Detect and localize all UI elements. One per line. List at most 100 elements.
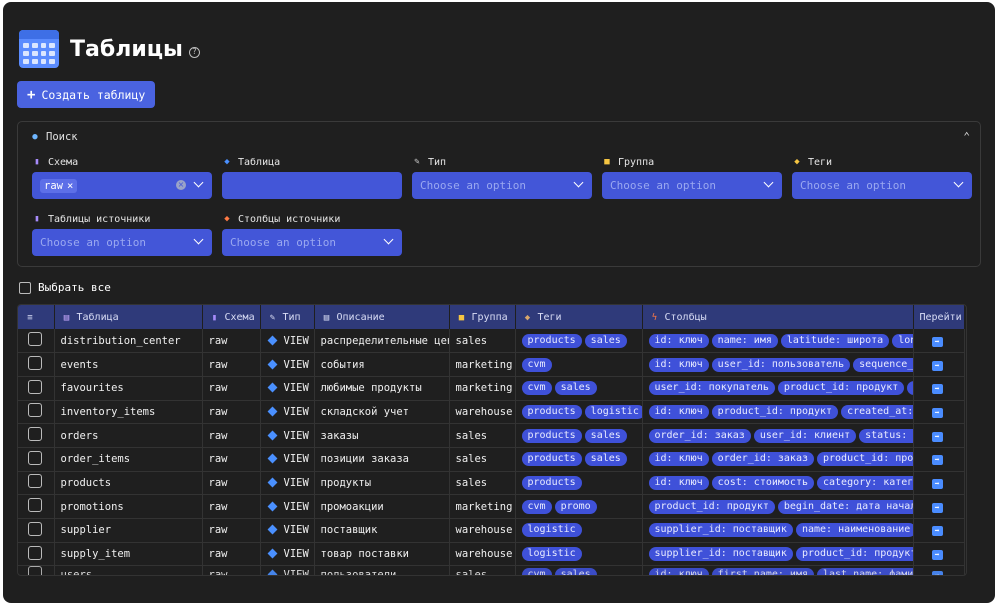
table-row[interactable]: promotions raw VIEW промоакции marketing cvm p… <box>18 494 965 519</box>
column-pill[interactable]: category: категория <box>816 475 912 490</box>
row-checkbox[interactable] <box>28 521 42 536</box>
source-tables-select[interactable]: Choose an option <box>32 229 212 256</box>
tag-pill[interactable]: cvm <box>521 357 552 372</box>
header-description[interactable]: ▤ Описание <box>314 305 450 329</box>
arrow-right-icon[interactable]: ➡ <box>931 502 943 513</box>
table-row[interactable]: order_items raw VIEW позиции заказа sales pro… <box>18 447 965 472</box>
tag-pill[interactable]: logistic <box>521 523 582 538</box>
row-checkbox[interactable] <box>28 356 42 371</box>
clear-icon[interactable]: × <box>176 180 186 190</box>
column-pill[interactable]: name: наименование <box>795 523 912 538</box>
schema-select[interactable]: raw × × <box>32 172 212 199</box>
column-pill[interactable]: last_name: фамилия <box>816 567 912 575</box>
column-pill[interactable]: longitude: долгота <box>892 333 912 348</box>
group-select[interactable]: Choose an option <box>602 172 782 199</box>
arrow-right-icon[interactable]: ➡ <box>931 455 943 466</box>
tag-pill[interactable]: products <box>521 404 582 419</box>
arrow-right-icon[interactable]: ➡ <box>931 570 943 575</box>
tags-select[interactable]: Choose an option <box>792 172 972 199</box>
row-checkbox[interactable] <box>28 332 42 347</box>
arrow-right-icon[interactable]: ➡ <box>931 526 943 537</box>
column-pill[interactable]: supplier_id: поставщик <box>648 547 793 562</box>
tag-pill[interactable]: sales <box>584 428 627 443</box>
column-pill[interactable]: id: ключ <box>648 404 709 419</box>
cell-table-name[interactable]: inventory_items <box>54 400 203 425</box>
table-row[interactable]: events raw VIEW события marketing cvm id: ключ… <box>18 352 965 377</box>
tag-pill[interactable]: products <box>521 333 582 348</box>
tag-pill[interactable]: cvm <box>521 567 552 575</box>
row-checkbox[interactable] <box>28 379 42 394</box>
column-pill[interactable]: first_name: имя <box>711 567 814 575</box>
arrow-right-icon[interactable]: ➡ <box>931 407 943 418</box>
row-checkbox[interactable] <box>28 545 42 560</box>
table-row[interactable]: users raw VIEW пользователи sales cvm sales id:… <box>18 565 965 575</box>
table-row[interactable]: orders raw VIEW заказы sales products sales ord… <box>18 423 965 448</box>
arrow-right-icon[interactable]: ➡ <box>931 360 943 371</box>
table-input[interactable] <box>222 172 402 199</box>
row-checkbox[interactable] <box>28 474 42 489</box>
column-pill[interactable]: id: ключ <box>648 333 709 348</box>
column-pill[interactable]: supplier_id: поставщик <box>648 523 793 538</box>
header-schema[interactable]: ▮ Схема <box>202 305 261 329</box>
table-row[interactable]: favourites raw VIEW любимые продукты marketi… <box>18 376 965 401</box>
row-checkbox[interactable] <box>28 450 42 465</box>
column-pill[interactable]: product_id: продукт <box>795 547 912 562</box>
arrow-right-icon[interactable]: ➡ <box>931 384 943 395</box>
column-pill[interactable]: status: статус <box>859 428 912 443</box>
arrow-right-icon[interactable]: ➡ <box>931 550 943 561</box>
row-checkbox[interactable] <box>28 403 42 418</box>
cell-table-name[interactable]: products <box>54 471 203 496</box>
table-row[interactable]: distribution_center raw VIEW распределитель… <box>18 329 965 354</box>
select-all[interactable]: Выбрать все <box>19 281 111 294</box>
cell-table-name[interactable]: order_items <box>54 447 203 472</box>
table-row[interactable]: supply_item raw VIEW товар поставки warehous… <box>18 542 965 567</box>
tag-pill[interactable]: products <box>521 452 582 467</box>
column-pill[interactable]: product_id: продукт <box>711 404 839 419</box>
cell-table-name[interactable]: favourites <box>54 376 203 401</box>
column-pill[interactable]: cost: стоимость <box>711 475 814 490</box>
tag-pill[interactable]: products <box>521 428 582 443</box>
search-header[interactable]: ● Поиск <box>30 131 77 143</box>
header-columns[interactable]: ϟ Столбцы <box>642 305 914 329</box>
tag-pill[interactable]: sales <box>554 381 597 396</box>
tag-pill[interactable]: sales <box>584 333 627 348</box>
type-select[interactable]: Choose an option <box>412 172 592 199</box>
table-row[interactable]: supplier raw VIEW поставщик warehouse logisti… <box>18 518 965 543</box>
column-pill[interactable]: product_id: продукт <box>777 381 905 396</box>
column-pill[interactable]: id: ключ <box>648 475 709 490</box>
source-columns-select[interactable]: Choose an option <box>222 229 402 256</box>
header-table[interactable]: ▤ Таблица <box>54 305 203 329</box>
cell-table-name[interactable]: promotions <box>54 494 203 519</box>
cell-table-name[interactable]: supplier <box>54 518 203 543</box>
cell-table-name[interactable]: orders <box>54 423 203 448</box>
chip-remove-icon[interactable]: × <box>66 179 74 192</box>
row-checkbox[interactable] <box>28 498 42 513</box>
tag-pill[interactable]: cvm <box>521 499 552 514</box>
row-checkbox[interactable] <box>28 566 42 575</box>
create-table-button[interactable]: + Создать таблицу <box>17 81 156 108</box>
tag-pill[interactable]: logistic <box>521 547 582 562</box>
column-pill[interactable]: id: ключ <box>648 452 709 467</box>
column-pill[interactable]: id: ключ <box>648 357 709 372</box>
row-checkbox[interactable] <box>28 427 42 442</box>
cell-table-name[interactable]: supply_item <box>54 542 203 567</box>
column-pill[interactable]: user_id: пользователь <box>711 357 851 372</box>
column-pill[interactable]: order_id: заказ <box>711 452 814 467</box>
help-icon[interactable]: ? <box>188 46 200 58</box>
header-tags[interactable]: ◆ Теги <box>515 305 643 329</box>
column-pill[interactable]: sequence_number <box>853 357 912 372</box>
cell-table-name[interactable]: users <box>54 565 203 575</box>
chevron-up-icon[interactable]: ⌃ <box>963 130 970 143</box>
table-row[interactable]: products raw VIEW продукты sales products id: … <box>18 471 965 496</box>
column-pill[interactable]: id: ключ <box>648 567 709 575</box>
header-type[interactable]: ✎ Тип <box>260 305 315 329</box>
column-pill[interactable]: product_id: продукт <box>816 452 912 467</box>
table-row[interactable]: inventory_items raw VIEW складской учет ware… <box>18 400 965 425</box>
cell-table-name[interactable]: distribution_center <box>54 329 203 354</box>
tag-pill[interactable]: sales <box>584 452 627 467</box>
column-pill[interactable]: latitude: широта <box>780 333 890 348</box>
column-pill[interactable]: product_id: продукт <box>648 499 775 514</box>
tag-pill[interactable]: cvm <box>521 381 552 396</box>
column-pill[interactable]: begin_date: дата начала <box>777 499 912 514</box>
arrow-right-icon[interactable]: ➡ <box>931 336 943 347</box>
